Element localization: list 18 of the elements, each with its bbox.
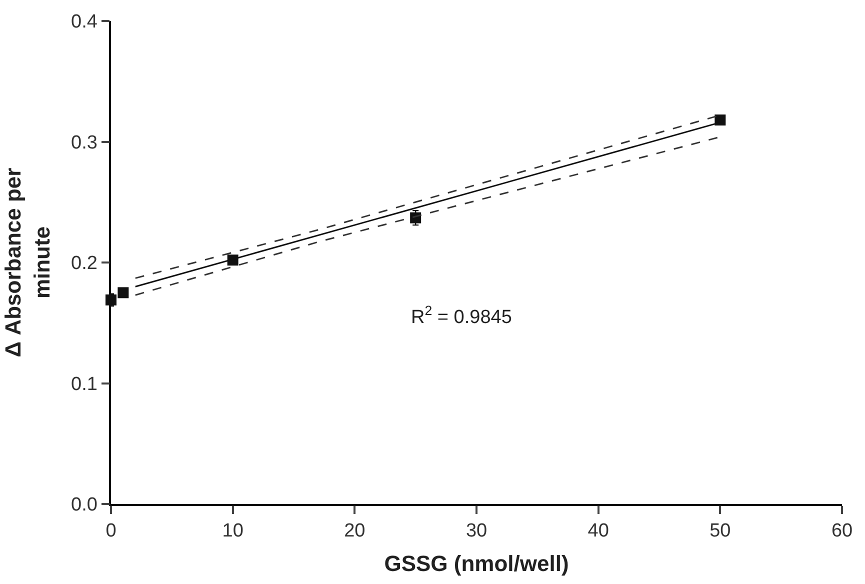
x-tick-label: 60 xyxy=(831,520,853,542)
x-tick-label: 50 xyxy=(710,520,731,542)
x-tick-label: 0 xyxy=(106,520,116,542)
point xyxy=(227,254,238,266)
x-axis-title: GSSG (nmol/well) xyxy=(384,550,569,576)
x-tick-label: 20 xyxy=(344,520,366,542)
y-tick-label: 0.4 xyxy=(71,12,98,33)
y-tick-label: 0.0 xyxy=(71,494,98,516)
point xyxy=(118,287,129,298)
x-tick-label: 10 xyxy=(222,520,244,542)
x-tick-label: 40 xyxy=(588,520,609,542)
y-tick-label: 0.2 xyxy=(71,253,98,274)
annotation: R$^{2}$ = 0.9845 xyxy=(411,303,512,328)
y-tick-label: 0.1 xyxy=(71,374,98,395)
point xyxy=(714,114,726,126)
y-axis-title: Δ Absorbance per minute xyxy=(0,167,54,358)
y-tick-label: 0.3 xyxy=(71,132,98,154)
x-tick-label: 30 xyxy=(466,520,488,542)
